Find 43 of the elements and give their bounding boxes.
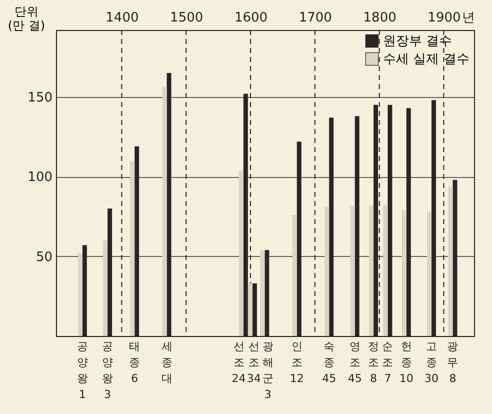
annotation: 순조 7 bbox=[382, 340, 394, 385]
x-tick-label: 1900 bbox=[428, 10, 461, 26]
bar bbox=[324, 206, 330, 336]
annotation: 선조 24 bbox=[232, 340, 246, 385]
annotation: 광무 8 bbox=[447, 340, 458, 385]
bar bbox=[78, 253, 82, 336]
bar bbox=[369, 205, 374, 336]
bar bbox=[448, 186, 453, 336]
y-tick-label: 50 bbox=[36, 250, 52, 265]
bar bbox=[426, 212, 432, 336]
x-tick-label: 1400 bbox=[106, 10, 139, 26]
x-tick-label: 1700 bbox=[298, 10, 332, 26]
annotation: 숙종 45 bbox=[322, 340, 336, 385]
x-tick-label: 1500 bbox=[170, 10, 204, 26]
bar bbox=[292, 214, 297, 336]
annotation: 선조 34 bbox=[246, 340, 261, 385]
x-tick-label: 1600 bbox=[234, 10, 268, 26]
y-tick-label: 100 bbox=[28, 170, 52, 186]
annotation: 광해군 3 bbox=[262, 340, 274, 401]
bar bbox=[350, 205, 355, 336]
annotation: 공양왕 1 bbox=[76, 340, 88, 401]
y-axis-title: 단위 (만 결) bbox=[8, 4, 46, 32]
annotation: 세종대 bbox=[161, 340, 172, 385]
annotation: 고종 30 bbox=[424, 340, 438, 385]
bar bbox=[248, 283, 252, 336]
annotation: 공양왕 3 bbox=[102, 340, 114, 401]
bar bbox=[383, 205, 388, 336]
annotation: 태종 6 bbox=[129, 340, 140, 385]
x-axis-title: 년 bbox=[462, 10, 476, 26]
annotation: 영조 45 bbox=[348, 340, 362, 385]
x-tick-label: 1800 bbox=[363, 10, 396, 26]
bar bbox=[260, 250, 265, 336]
legend-label: 원장부 결수 bbox=[383, 34, 452, 49]
bar bbox=[162, 87, 167, 336]
annotation: 인조 12 bbox=[290, 340, 304, 385]
legend-label: 수세 실제 결수 bbox=[383, 52, 470, 67]
bar bbox=[130, 160, 135, 336]
bar bbox=[103, 240, 108, 336]
annotation: 헌종 10 bbox=[399, 340, 414, 385]
bar bbox=[238, 170, 244, 336]
bar bbox=[402, 210, 406, 336]
y-tick-label: 150 bbox=[28, 90, 52, 106]
annotation: 정조 8 bbox=[368, 340, 380, 385]
